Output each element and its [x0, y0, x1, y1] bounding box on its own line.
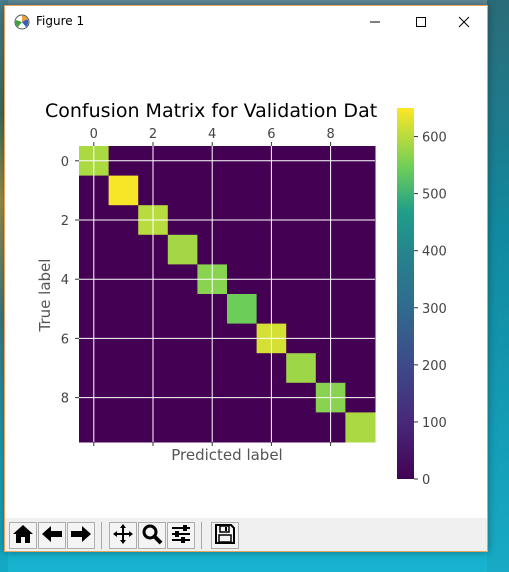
heatmap-cell — [345, 353, 376, 384]
heatmap-cell — [167, 353, 198, 384]
colorbar — [397, 108, 414, 479]
save-button[interactable] — [211, 522, 239, 549]
confusion-matrix-chart: Confusion Matrix for Validation Dat 0 2 4 6… — [36, 100, 447, 488]
heatmap-cell — [167, 412, 198, 443]
heatmap-cell — [286, 175, 317, 206]
heatmap-cell — [286, 353, 317, 384]
heatmap-cell — [227, 412, 258, 443]
colorbar-tick-label: 100 — [422, 416, 447, 431]
heatmap-cell — [286, 412, 317, 443]
colorbar-tick-label: 0 — [422, 473, 430, 488]
x-tick-label: 8 — [326, 127, 334, 142]
subplots-config-button[interactable] — [167, 522, 195, 549]
maximize-button[interactable] — [398, 6, 444, 37]
heatmap-cell — [167, 175, 198, 206]
minimize-button[interactable] — [352, 6, 398, 37]
colorbar-tick-label: 300 — [422, 302, 447, 317]
desktop-background-right — [487, 0, 509, 572]
y-tick-label: 6 — [61, 332, 69, 347]
colorbar-tick-label: 200 — [422, 359, 447, 374]
close-button[interactable] — [441, 6, 487, 37]
save-icon — [214, 523, 236, 549]
grid-lines — [79, 146, 375, 442]
minimize-icon — [369, 16, 381, 28]
heatmap-cell — [108, 294, 139, 325]
heatmap-cell — [227, 175, 258, 206]
axis-ticks: 0 2 4 6 8 0 2 4 6 8 — [61, 127, 335, 446]
figure-window: Figure 1 — [4, 5, 488, 552]
window-title: Figure 1 — [36, 14, 85, 28]
close-icon — [458, 16, 470, 28]
back-arrow-icon — [41, 524, 63, 548]
navigation-toolbar — [5, 518, 487, 551]
heatmap-cell — [345, 412, 376, 443]
colorbar-tick-label: 600 — [422, 131, 447, 146]
chart-title: Confusion Matrix for Validation Dat — [45, 100, 377, 122]
heatmap-cell — [167, 294, 198, 325]
y-tick-label: 4 — [61, 273, 69, 288]
forward-arrow-icon — [70, 524, 92, 548]
heatmap-cell — [345, 175, 376, 206]
figure-canvas[interactable]: Confusion Matrix for Validation Dat 0 2 4 6… — [5, 37, 487, 518]
zoom-button[interactable] — [138, 522, 166, 549]
colorbar-ticks: 0 100 200 300 400 500 600 — [414, 131, 447, 488]
heatmap-cell — [345, 234, 376, 265]
x-tick-label: 0 — [90, 127, 98, 142]
pan-button[interactable] — [109, 522, 137, 549]
y-tick-label: 8 — [61, 392, 69, 407]
x-tick-label: 4 — [208, 127, 216, 142]
heatmap-cell — [167, 234, 198, 265]
heatmap-cell — [286, 234, 317, 265]
maximize-icon — [415, 16, 427, 28]
toolbar-separator — [201, 522, 202, 549]
home-icon — [12, 524, 34, 548]
matplotlib-figure-icon — [14, 14, 30, 30]
subplots-config-icon — [170, 523, 192, 549]
heatmap-cell — [108, 234, 139, 265]
heatmap-cell — [227, 294, 258, 325]
x-tick-label: 2 — [149, 127, 157, 142]
colorbar-tick-label: 500 — [422, 188, 447, 203]
pan-icon — [112, 523, 134, 549]
x-axis-label: Predicted label — [171, 446, 282, 464]
zoom-icon — [141, 523, 163, 549]
back-button[interactable] — [38, 522, 66, 549]
heatmap-cell — [108, 175, 139, 206]
forward-button[interactable] — [67, 522, 95, 549]
y-axis-label: True label — [36, 259, 54, 333]
toolbar-separator — [101, 522, 102, 549]
y-tick-label: 2 — [61, 214, 69, 229]
heatmap-cell — [345, 294, 376, 325]
x-tick-label: 6 — [267, 127, 275, 142]
heatmap-cell — [227, 353, 258, 384]
heatmap-cell — [108, 353, 139, 384]
colorbar-tick-label: 400 — [422, 245, 447, 260]
heatmap-cell — [227, 234, 258, 265]
y-tick-label: 0 — [61, 155, 69, 170]
heatmap-cell — [108, 412, 139, 443]
heatmap-cell — [286, 294, 317, 325]
title-bar[interactable]: Figure 1 — [5, 6, 487, 37]
home-button[interactable] — [9, 522, 37, 549]
